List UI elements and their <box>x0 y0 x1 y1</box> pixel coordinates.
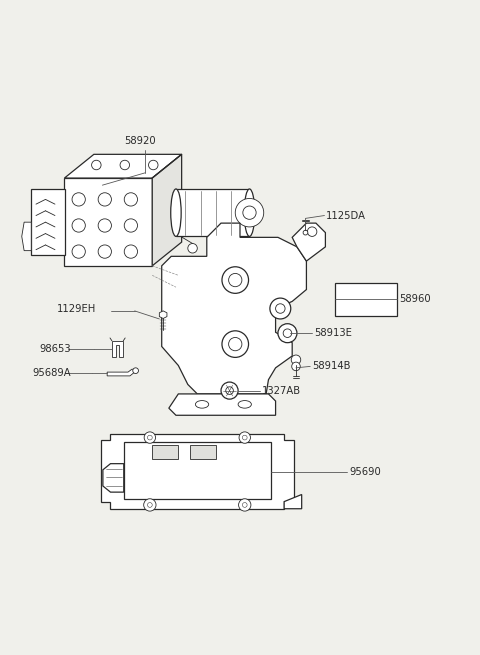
Polygon shape <box>292 223 325 261</box>
Text: 58913E: 58913E <box>314 328 352 338</box>
Circle shape <box>239 432 251 443</box>
Ellipse shape <box>244 189 255 236</box>
Text: 98653: 98653 <box>40 344 72 354</box>
Bar <box>31 189 65 255</box>
Polygon shape <box>162 223 306 394</box>
Bar <box>176 189 250 236</box>
Circle shape <box>276 304 285 313</box>
Ellipse shape <box>195 401 209 408</box>
Polygon shape <box>152 155 181 266</box>
Polygon shape <box>107 369 137 376</box>
Circle shape <box>292 362 300 371</box>
Ellipse shape <box>238 401 252 408</box>
Bar <box>190 445 216 459</box>
Circle shape <box>228 337 242 350</box>
Polygon shape <box>159 311 167 318</box>
Bar <box>64 178 152 266</box>
Text: 58960: 58960 <box>399 294 431 304</box>
Circle shape <box>303 231 308 235</box>
Circle shape <box>148 160 158 170</box>
Circle shape <box>92 160 101 170</box>
Circle shape <box>283 329 292 337</box>
Circle shape <box>72 245 85 258</box>
Text: 1125DA: 1125DA <box>326 210 366 221</box>
Circle shape <box>222 331 249 358</box>
Text: 95690: 95690 <box>349 467 381 477</box>
Circle shape <box>221 382 238 399</box>
Bar <box>152 445 179 459</box>
Circle shape <box>124 219 137 232</box>
Circle shape <box>243 206 256 219</box>
Circle shape <box>242 502 247 508</box>
Polygon shape <box>101 434 294 509</box>
Circle shape <box>72 193 85 206</box>
Circle shape <box>133 368 138 373</box>
Bar <box>124 442 271 499</box>
Text: 1327AB: 1327AB <box>262 386 301 396</box>
Circle shape <box>291 355 301 364</box>
Polygon shape <box>112 341 123 357</box>
Circle shape <box>144 432 156 443</box>
Text: 95689A: 95689A <box>32 368 71 378</box>
Circle shape <box>124 245 137 258</box>
Circle shape <box>120 160 130 170</box>
Polygon shape <box>169 394 276 415</box>
Circle shape <box>98 245 111 258</box>
Circle shape <box>307 227 317 236</box>
Circle shape <box>144 498 156 511</box>
Circle shape <box>228 273 242 287</box>
Circle shape <box>222 267 249 293</box>
Text: 1129EH: 1129EH <box>57 305 96 314</box>
Circle shape <box>147 502 152 508</box>
Circle shape <box>278 324 297 343</box>
Circle shape <box>188 244 197 253</box>
Circle shape <box>98 219 111 232</box>
Polygon shape <box>103 464 124 492</box>
Text: 58920: 58920 <box>124 136 156 146</box>
Circle shape <box>124 193 137 206</box>
Circle shape <box>226 387 233 394</box>
Bar <box>335 284 396 316</box>
Polygon shape <box>22 222 31 251</box>
Polygon shape <box>284 495 301 509</box>
Ellipse shape <box>171 189 181 236</box>
Circle shape <box>270 298 291 319</box>
Text: 58914B: 58914B <box>312 362 350 371</box>
Circle shape <box>235 198 264 227</box>
Circle shape <box>242 435 247 440</box>
Circle shape <box>98 193 111 206</box>
Circle shape <box>147 435 152 440</box>
Polygon shape <box>64 155 181 178</box>
Circle shape <box>239 498 251 511</box>
Circle shape <box>72 219 85 232</box>
